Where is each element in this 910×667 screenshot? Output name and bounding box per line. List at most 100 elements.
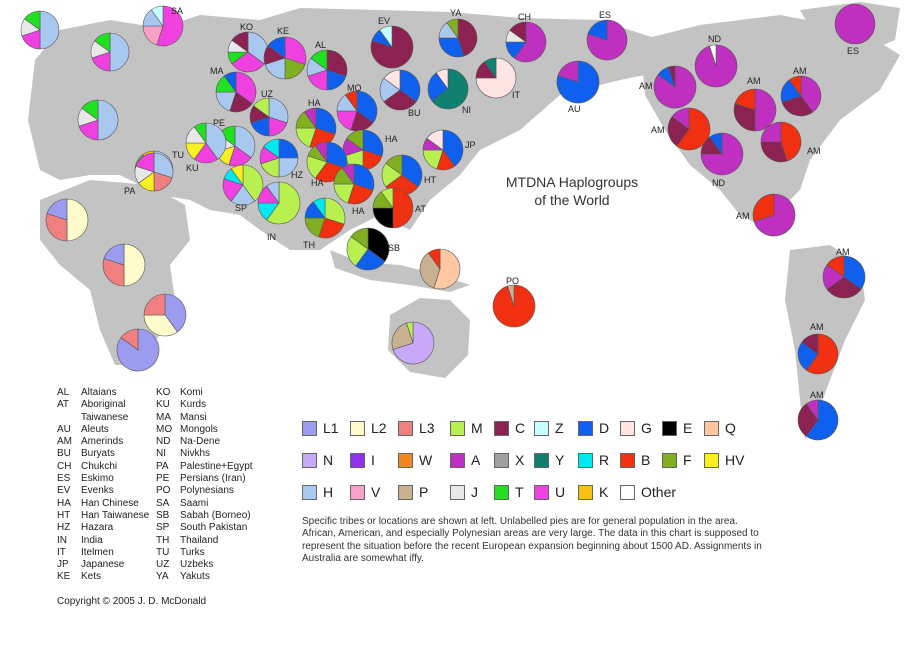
legend-swatch [302, 452, 317, 468]
pie-slice [391, 322, 414, 350]
legend-item: Z [534, 420, 564, 436]
haplogroup-pie [391, 321, 435, 365]
abbreviation-code: TH [156, 534, 170, 546]
abbreviation-name: Thailand [180, 534, 219, 546]
legend-swatch [302, 484, 317, 500]
pie-slice [406, 321, 414, 344]
abbreviation-name: Komi [180, 387, 203, 398]
map-title-line-1: MTDNA Haplogroups [506, 174, 638, 190]
pie-label: SP [235, 203, 247, 213]
legend-label: R [599, 452, 610, 468]
pie-slice [235, 71, 257, 105]
pie-label: SB [388, 243, 400, 253]
pie-slice [753, 193, 796, 237]
legend-label: C [515, 420, 526, 436]
legend-item: G [620, 420, 652, 436]
pie-slice [223, 71, 237, 93]
haplogroup-pie: AT [372, 187, 426, 229]
haplogroup-pie: SA [142, 5, 184, 47]
pie-label: AL [315, 40, 326, 50]
pie-slice [266, 181, 280, 204]
pie-slice [752, 193, 775, 222]
pie-slice [143, 314, 178, 337]
pie-slice [587, 19, 608, 41]
legend-swatch [494, 420, 509, 436]
pie-slice [385, 154, 403, 176]
legend-label: G [641, 420, 652, 436]
pie-slice [97, 99, 119, 141]
haplogroup-pie: UZ [249, 89, 289, 137]
pie-slice [263, 138, 280, 159]
legend-label: L2 [371, 420, 387, 436]
pie-slice [507, 284, 515, 307]
legend-item: V [350, 484, 380, 500]
haplogroup-pie: MA [210, 66, 257, 113]
legend-item: X [494, 452, 524, 468]
haplogroup-pie: AL [306, 40, 348, 91]
abbreviation-code: NI [156, 448, 166, 460]
copyright-text: Copyright © 2005 J. D. McDonald [57, 596, 207, 607]
haplogroup-pie: AM [780, 66, 822, 117]
abbreviation-name: Evenks [81, 485, 114, 497]
legend-label: U [555, 484, 566, 500]
abbreviation-name: Aleuts [81, 423, 109, 435]
abbreviation-name: Eskimo [81, 473, 114, 485]
pie-slice [380, 187, 394, 209]
haplogroup-pie: NI [427, 68, 471, 115]
abbreviation-entry: MO Mongols [156, 424, 266, 436]
pie-slice [401, 154, 423, 188]
legend-label: W [419, 452, 433, 468]
pie-label: KO [240, 22, 253, 32]
legend-swatch [494, 484, 509, 500]
abbreviation-entry: HT Han Taiwanese [57, 510, 167, 522]
haplogroup-pie: SB [346, 227, 400, 271]
abbreviation-code: SA [156, 497, 170, 509]
pie-slice [383, 69, 401, 91]
legend-swatch [398, 452, 413, 468]
abbreviation-entry: CH Chukchi [57, 461, 167, 473]
legend-item: U [534, 484, 565, 500]
pie-label: AM [639, 81, 653, 91]
abbreviation-entry: MA Mansi [156, 412, 266, 424]
legend-swatch [534, 420, 549, 436]
pie-slice [314, 141, 328, 163]
pie-slice [392, 187, 414, 229]
pie-slice [709, 44, 717, 67]
pie-label: AM [651, 125, 665, 135]
haplogroup-pie: AU [556, 60, 600, 114]
abbreviation-code: MA [156, 411, 171, 423]
pie-slice [805, 399, 839, 441]
abbreviation-name: Kets [81, 571, 102, 583]
haplogroup-pie: HA [342, 129, 398, 171]
pie-slice [102, 258, 125, 287]
haplogroup-pie [116, 328, 160, 372]
legend-swatch [450, 420, 465, 436]
abbreviation-code: SP [156, 522, 170, 534]
abbreviation-entry: SP South Pakistan [156, 522, 266, 534]
pie-slice [754, 88, 777, 132]
pie-label: PA [124, 186, 135, 196]
legend-swatch [350, 484, 365, 500]
pie-slice [383, 89, 417, 111]
abbreviation-name: Polynesians [180, 485, 234, 497]
abbreviation-name: South Pakistan [180, 522, 248, 534]
haplogroup-pie: AM [733, 76, 777, 132]
abbreviation-code: IN [57, 534, 67, 546]
pie-slice [843, 255, 866, 290]
abbreviation-code: CH [57, 460, 72, 472]
pie-slice [310, 49, 328, 71]
haplogroup-pie [45, 198, 89, 242]
pie-slice [733, 103, 756, 132]
pie-slice [367, 227, 390, 262]
pie-slice [760, 141, 788, 163]
abbreviation-code: BU [57, 448, 71, 460]
pie-label: AM [810, 390, 824, 400]
legend-label: L3 [419, 420, 435, 436]
abbreviation-code: KU [156, 399, 170, 411]
haplogroup-pie: ES [834, 3, 876, 56]
pie-label: ES [599, 10, 611, 20]
pie-slice [826, 255, 845, 278]
pie-slice [427, 248, 441, 270]
abbreviation-name: Itelmen [81, 546, 114, 558]
